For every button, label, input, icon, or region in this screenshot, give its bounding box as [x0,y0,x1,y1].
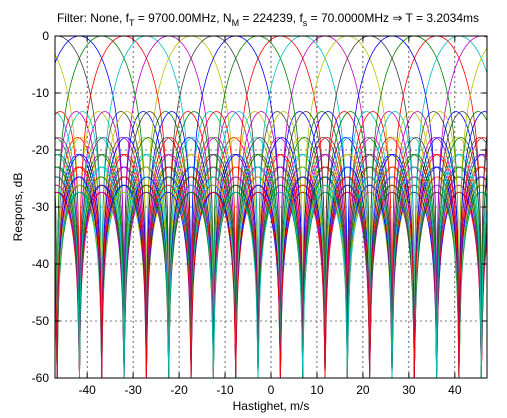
x-tick-label: 0 [268,383,275,397]
y-tick-label: -20 [32,143,50,157]
y-axis-label: Respons, dB [11,173,25,242]
axis-ticks: -40 -30 -20 -10 0 10 20 30 40 0 -10 -20 -30 -40 -50 -60 [32,29,487,397]
y-tick-label: 0 [42,29,49,43]
y-tick-label: -60 [32,371,50,385]
chart-title: Filter: None, fT = 9700.00MHz, NM = 2242… [57,11,479,28]
y-tick-label: -40 [32,257,50,271]
response-series-line [55,36,487,378]
series-lines [55,36,487,378]
response-series-line [55,153,487,378]
x-axis-label: Hastighet, m/s [233,399,310,413]
x-tick-label: -30 [124,383,142,397]
x-tick-label: -20 [170,383,188,397]
x-tick-label: -40 [78,383,96,397]
x-tick-label: 10 [310,383,324,397]
x-tick-label: 30 [402,383,416,397]
y-tick-label: -30 [32,200,50,214]
x-tick-label: 40 [448,383,462,397]
response-series-line [55,36,487,378]
y-tick-label: -10 [32,86,50,100]
x-tick-label: 20 [356,383,370,397]
x-tick-label: -10 [216,383,234,397]
response-series-line [55,137,487,378]
response-series-line [55,137,487,378]
y-tick-label: -50 [32,314,50,328]
response-series-line [55,36,487,378]
